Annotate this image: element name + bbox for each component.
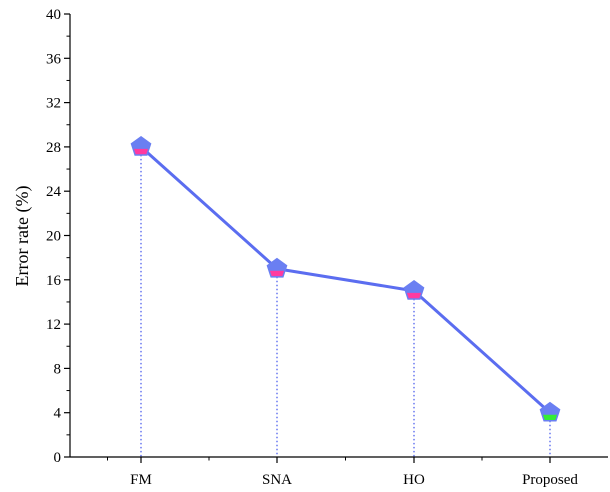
y-tick-label: 40: [46, 7, 61, 23]
x-tick-label: HO: [403, 472, 425, 488]
y-tick-label: 0: [54, 450, 62, 466]
y-tick-label: 32: [46, 96, 61, 112]
data-point-marker: [539, 401, 561, 422]
y-tick-label: 24: [46, 184, 62, 200]
marker-top: [267, 258, 287, 271]
drop-lines: [140, 146, 551, 457]
data-point-marker: [403, 279, 425, 300]
y-tick-label: 4: [54, 406, 62, 422]
series-line-layer: [139, 145, 552, 414]
y-tick-label: 36: [46, 51, 62, 67]
y-tick-label: 16: [46, 273, 62, 289]
axes: [64, 13, 608, 463]
data-point-marker: [130, 135, 152, 156]
markers: [130, 135, 561, 422]
x-tick-label: SNA: [262, 472, 292, 488]
tick-labels: 0 4 8 12 16 20 24 28 32 36 40 FM SNA HO Proposed: [46, 7, 578, 488]
data-point-marker: [266, 257, 288, 278]
x-tick-label: FM: [130, 472, 152, 488]
marker-outline: [266, 257, 288, 278]
y-tick-label: 12: [46, 317, 61, 333]
marker-top: [404, 280, 424, 293]
y-tick-label: 28: [46, 140, 61, 156]
series-line: [139, 145, 552, 414]
marker-outline: [130, 135, 152, 156]
y-tick-label: 20: [46, 229, 61, 245]
marker-top: [131, 136, 151, 149]
y-axis-title: Error rate (%): [12, 186, 33, 287]
marker-outline: [539, 401, 561, 422]
y-tick-label: 8: [54, 361, 62, 377]
x-tick-label: Proposed: [522, 472, 578, 488]
marker-outline: [403, 279, 425, 300]
marker-top: [540, 402, 560, 415]
